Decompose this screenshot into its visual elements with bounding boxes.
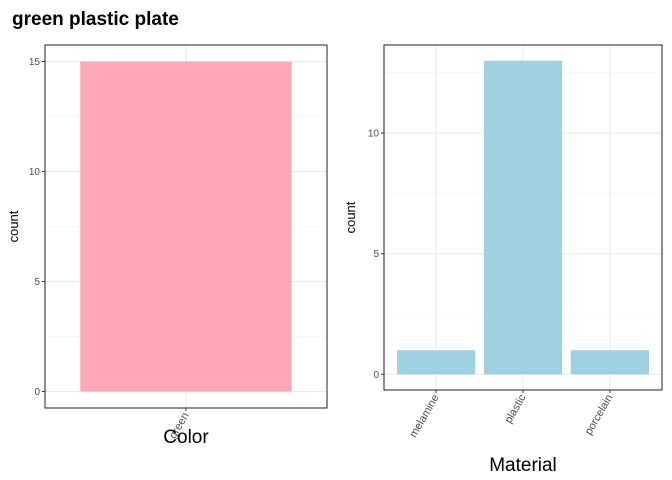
bar-melamine	[397, 350, 476, 375]
bar-plastic	[483, 60, 563, 375]
y-tick-label: 0	[373, 370, 379, 381]
x-tick-label: plastic	[503, 392, 529, 425]
y-tick-label: 5	[34, 277, 40, 288]
bar-green	[80, 61, 292, 392]
y-axis-title: count	[343, 201, 358, 233]
page-title: green plastic plate	[12, 9, 179, 30]
y-tick-label: 5	[373, 249, 379, 260]
x-axis-title: Color	[163, 427, 209, 448]
x-tick-label: melamine	[407, 393, 441, 440]
y-tick-label: 10	[29, 167, 41, 178]
x-tick-label: porcelain	[583, 393, 616, 438]
y-tick-label: 10	[368, 129, 380, 140]
y-tick-label: 15	[29, 57, 41, 68]
y-axis-title: count	[6, 210, 21, 242]
y-tick-label: 0	[34, 387, 40, 398]
bar-porcelain	[570, 350, 649, 375]
chart-panel-2: 0 5 10 melamine plastic porcelain count Materia…	[343, 44, 663, 476]
x-axis-title: Material	[489, 455, 557, 476]
